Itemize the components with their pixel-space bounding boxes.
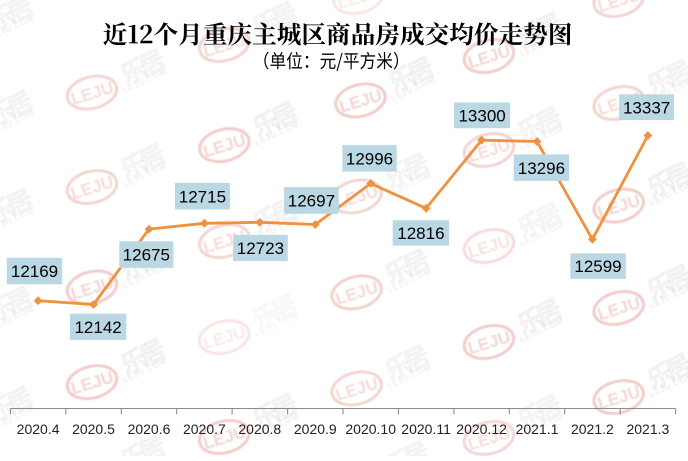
svg-text:2020.11: 2020.11 <box>401 421 451 437</box>
svg-text:2021.2: 2021.2 <box>571 421 614 437</box>
svg-text:12599: 12599 <box>574 257 621 276</box>
svg-text:2020.7: 2020.7 <box>183 421 226 437</box>
svg-text:12996: 12996 <box>346 149 393 168</box>
svg-text:2020.8: 2020.8 <box>238 421 281 437</box>
svg-text:2020.5: 2020.5 <box>72 421 115 437</box>
svg-text:2020.4: 2020.4 <box>17 421 60 437</box>
svg-text:12715: 12715 <box>179 187 226 206</box>
svg-text:2020.6: 2020.6 <box>128 421 171 437</box>
svg-text:2021.1: 2021.1 <box>516 421 559 437</box>
svg-text:13300: 13300 <box>458 106 505 125</box>
svg-text:2020.12: 2020.12 <box>456 421 507 437</box>
svg-text:12697: 12697 <box>288 192 335 211</box>
svg-text:2020.9: 2020.9 <box>294 421 337 437</box>
svg-text:12142: 12142 <box>74 318 121 337</box>
svg-text:2021.3: 2021.3 <box>626 421 669 437</box>
svg-text:12169: 12169 <box>11 262 58 281</box>
svg-text:12675: 12675 <box>123 246 170 265</box>
svg-text:13296: 13296 <box>518 159 565 178</box>
svg-text:13337: 13337 <box>623 98 670 117</box>
svg-text:2020.10: 2020.10 <box>345 421 396 437</box>
svg-text:12816: 12816 <box>397 224 444 243</box>
svg-text:12723: 12723 <box>237 239 284 258</box>
